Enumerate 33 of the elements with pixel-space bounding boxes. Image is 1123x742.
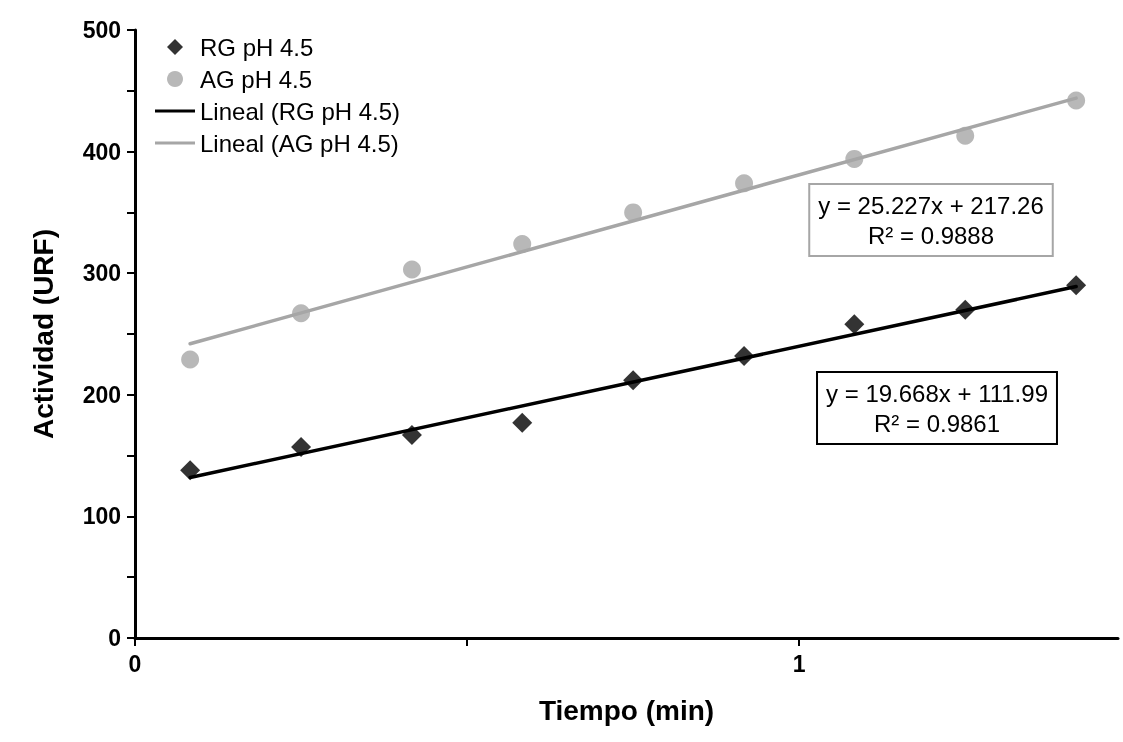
point <box>401 424 422 445</box>
point <box>735 174 754 193</box>
point <box>844 314 865 335</box>
y-tick-label: 200 <box>82 381 121 408</box>
y-tick-label: 0 <box>108 625 121 651</box>
y-tick-label: 100 <box>82 503 121 530</box>
x-tick-label: 1 <box>792 650 806 677</box>
y-tick-label: 500 <box>82 17 121 43</box>
point <box>845 149 864 168</box>
point <box>180 460 201 481</box>
point <box>734 345 755 366</box>
legend-label: Lineal (AG pH 4.5) <box>200 129 399 157</box>
y-tick-label: 300 <box>82 260 121 287</box>
annotation: y = 25.227x + 217.26 R² = 0.9888 <box>818 191 1044 249</box>
annotation: y = 19.668x + 111.99 R² = 0.9861 <box>826 379 1048 437</box>
point <box>292 304 311 323</box>
legend-label: Lineal (RG pH 4.5) <box>200 97 401 125</box>
point <box>624 203 643 222</box>
point <box>291 437 312 458</box>
point <box>955 299 976 320</box>
legend-label: AG pH 4.5 <box>200 65 313 93</box>
legend-label: RG pH 4.5 <box>200 33 314 61</box>
point <box>402 260 421 279</box>
point <box>1067 91 1086 110</box>
point <box>512 412 533 433</box>
point <box>623 370 644 391</box>
point <box>513 235 532 254</box>
y-axis-title: Actividad (URF) <box>27 229 59 439</box>
point <box>1066 275 1087 296</box>
point <box>181 350 200 369</box>
x-axis-title: Tiempo (min) <box>538 694 715 726</box>
y-tick-label: 400 <box>82 138 121 165</box>
point <box>956 126 975 145</box>
